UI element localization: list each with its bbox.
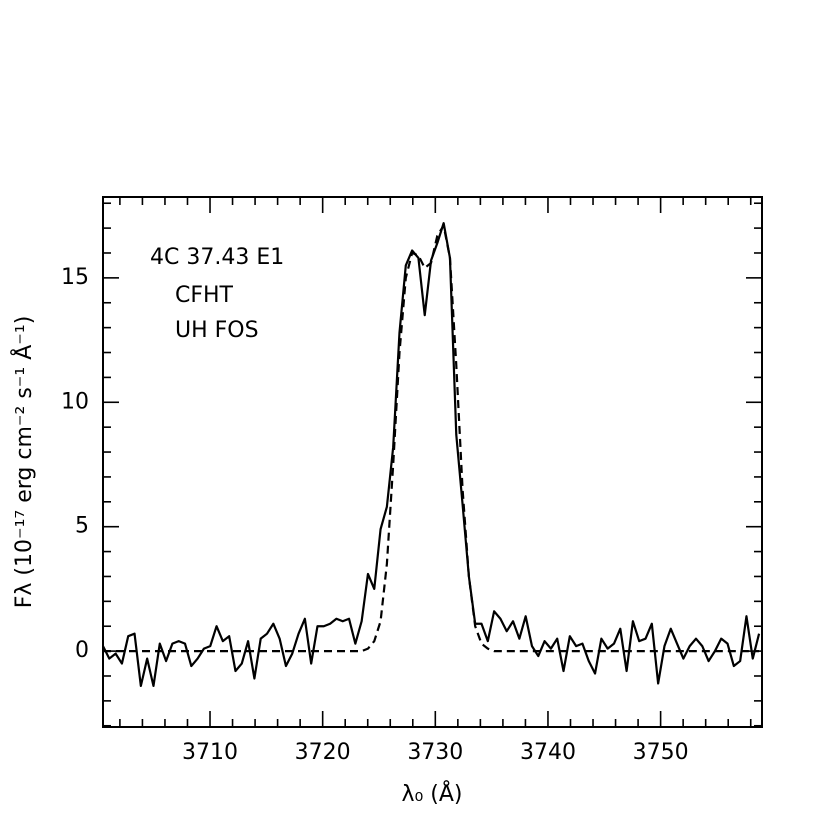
annotation: CFHT xyxy=(175,283,234,308)
y-tick-label: 5 xyxy=(75,514,89,539)
line xyxy=(103,222,761,688)
x-tick-label: 3750 xyxy=(633,740,689,765)
y-tick-label: 10 xyxy=(61,389,89,414)
y-axis-label: Fλ (10⁻¹⁷ erg cm⁻² s⁻¹ Å⁻¹) xyxy=(10,316,37,609)
x-tick-label: 3720 xyxy=(295,740,351,765)
line xyxy=(103,224,760,653)
plot-frame xyxy=(102,196,763,728)
x-axis-label: λ₀ (Å) xyxy=(401,780,462,807)
y-tick-label: 15 xyxy=(61,265,89,290)
annotation: 4C 37.43 E1 xyxy=(150,245,284,270)
x-tick-label: 3730 xyxy=(407,740,463,765)
annotation: UH FOS xyxy=(175,318,259,343)
y-tick-label: 0 xyxy=(75,638,89,663)
x-tick-label: 3710 xyxy=(182,740,238,765)
x-tick-label: 3740 xyxy=(520,740,576,765)
